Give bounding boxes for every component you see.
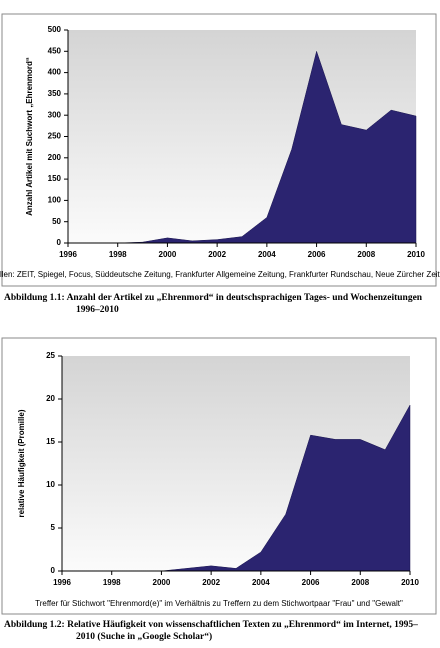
x-tick-label: 2002 [208,250,226,259]
y-tick-label: 50 [52,217,61,226]
x-tick-label: 2006 [302,578,320,587]
y-tick-label: 0 [51,566,56,575]
y-axis-label: relative Häufigkeit (Promille) [17,409,26,517]
y-tick-label: 400 [48,68,62,77]
x-tick-label: 2000 [159,250,177,259]
y-tick-label: 20 [46,394,55,403]
x-tick-label: 1996 [59,250,77,259]
x-tick-label: 2002 [202,578,220,587]
source-note: Quellen: ZEIT, Spiegel, Focus, Süddeutsc… [0,270,440,279]
x-tick-label: 1998 [103,578,121,587]
area [68,50,417,244]
y-tick-label: 10 [46,480,55,489]
x-tick-label: 2006 [308,250,326,259]
figure-caption: Abbildung 1.2: Relative Häufigkeit von w… [4,620,418,642]
y-tick-label: 100 [48,196,62,205]
x-tick-label: 2008 [357,250,375,259]
x-tick-label: 2010 [407,250,425,259]
x-tick-label: 2010 [401,578,419,587]
x-tick-label: 2008 [351,578,369,587]
x-tick-label: 2004 [258,250,276,259]
y-tick-label: 150 [48,174,62,183]
y-tick-label: 500 [48,25,62,34]
x-tick-label: 2000 [153,578,171,587]
x-tick-label: 1998 [109,250,127,259]
y-tick-label: 300 [48,110,62,119]
y-tick-label: 350 [48,89,62,98]
y-tick-label: 15 [46,437,55,446]
figure-caption: Abbildung 1.1: Anzahl der Artikel zu „Eh… [4,293,423,315]
y-tick-label: 200 [48,153,62,162]
y-axis-label: Anzahl Artikel mit Suchwort „Ehrenmord“ [25,57,34,216]
y-tick-label: 25 [46,351,55,360]
x-tick-label: 2004 [252,578,270,587]
y-tick-label: 250 [48,132,62,141]
x-tick-label: 1996 [53,578,71,587]
y-tick-label: 450 [48,46,62,55]
y-tick-label: 5 [51,523,56,532]
source-note: Treffer für Stichwort "Ehrenmord(e)" im … [35,599,403,608]
y-tick-label: 0 [57,238,62,247]
